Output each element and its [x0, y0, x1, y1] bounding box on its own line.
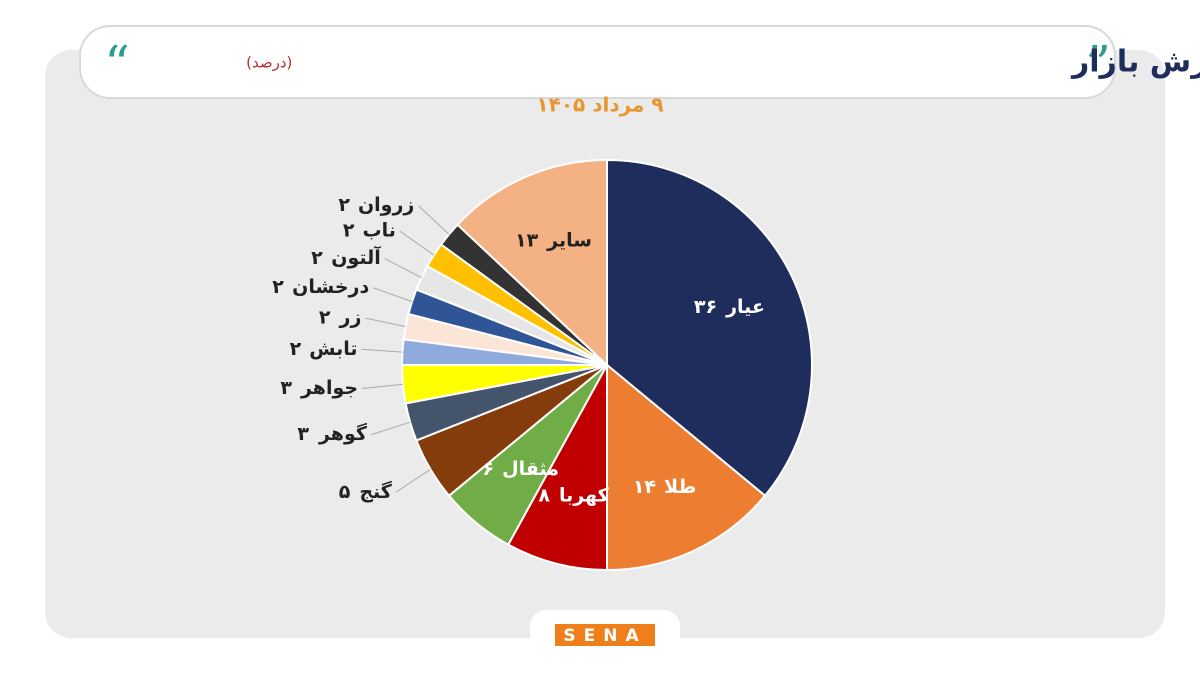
leader-line [395, 468, 431, 493]
pie-slice [506, 364, 608, 572]
leader-line [373, 287, 413, 303]
leader-line [418, 205, 450, 235]
leader-line [361, 348, 403, 353]
title-box [79, 25, 1116, 99]
data-label: مثقال [502, 458, 559, 480]
data-label: گوهر [318, 422, 368, 445]
pie-slice [456, 158, 608, 368]
value-label: ۲ [290, 338, 302, 360]
value-label: ۱۳ [515, 229, 539, 251]
value-label: ۲ [343, 220, 355, 242]
value-label: ۲ [272, 276, 284, 298]
pie-slice [606, 158, 813, 498]
data-label: زر [339, 307, 362, 329]
value-label: ۱۴ [633, 476, 656, 498]
data-label: گنج [359, 480, 392, 503]
source-logo: SENA [563, 626, 646, 646]
leader-line [370, 421, 411, 436]
data-label: درخشان [292, 276, 369, 298]
value-label: ۲ [319, 307, 331, 329]
quote-mark: “ [104, 35, 130, 93]
leader-line [365, 317, 406, 328]
quote-mark: ” [1085, 35, 1111, 93]
value-label: ۵ [339, 481, 351, 503]
data-label: جواهر [300, 377, 358, 399]
value-label: ۸ [538, 485, 550, 507]
leader-line [362, 383, 403, 390]
data-label: ناب [363, 220, 396, 242]
title-note: (درصد) [246, 54, 292, 72]
data-label: طلا [664, 476, 696, 498]
data-label: عیار [725, 296, 765, 318]
value-label: ۲ [338, 194, 350, 216]
data-label: آلتون [331, 245, 381, 269]
value-label: ۶ [483, 458, 495, 480]
leader-line [399, 230, 435, 256]
value-label: ۳ [297, 423, 309, 445]
value-label: ۳ [280, 377, 292, 399]
value-label: ۲ [311, 247, 323, 269]
value-label: ۳۶ [694, 296, 717, 318]
data-label: سایر [546, 229, 592, 251]
data-label: کهربا [559, 485, 610, 507]
chart-title: سهم هریک از صندوق‌های طلا از مجموع ارزش … [1070, 45, 1200, 80]
leader-line [384, 258, 422, 279]
logo-box [555, 624, 655, 646]
data-label: تابش [309, 338, 357, 360]
chart-subtitle: ۹ مرداد ۱۴۰۵ [536, 93, 663, 117]
pie-slice [606, 362, 767, 572]
data-label: زروان [358, 194, 414, 216]
